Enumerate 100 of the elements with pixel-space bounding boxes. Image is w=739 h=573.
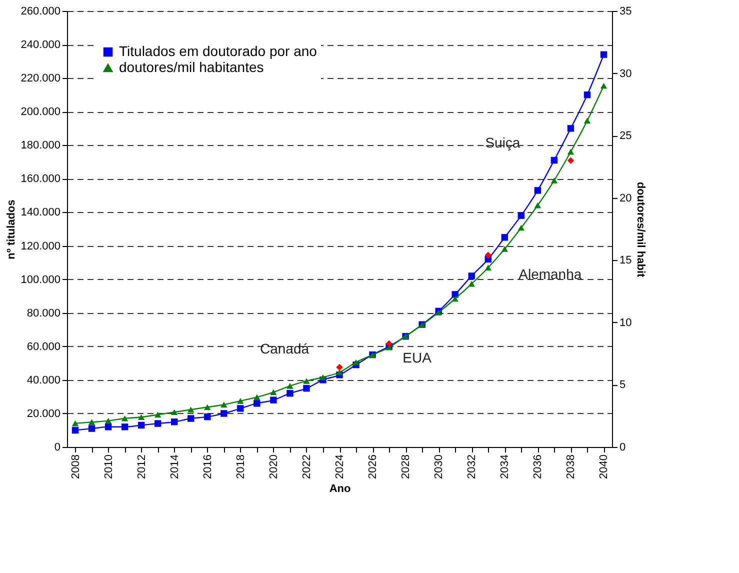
legend-label: Titulados em doutorado por ano xyxy=(119,43,318,59)
point xyxy=(550,178,558,184)
x-tick-label: 2026 xyxy=(367,454,380,479)
point xyxy=(121,424,128,430)
x-tick-label: 2014 xyxy=(168,454,181,479)
point xyxy=(88,419,96,425)
y-tick-label: 220.000 xyxy=(20,72,60,85)
annotation: EUA xyxy=(402,350,432,366)
x-tick-label: 2016 xyxy=(202,454,214,479)
x-tick-label: 2032 xyxy=(466,454,478,479)
point xyxy=(320,374,326,380)
y-tick-label: 260.000 xyxy=(20,6,60,18)
point xyxy=(534,202,542,208)
x-tick-label: 2030 xyxy=(433,454,446,479)
x-axis-title: Ano xyxy=(329,482,351,495)
point xyxy=(468,272,475,280)
point xyxy=(237,405,244,412)
point xyxy=(484,252,492,259)
point xyxy=(286,383,294,389)
x-tick-label: 2028 xyxy=(400,454,412,479)
y-tick-label: 140.000 xyxy=(20,206,60,219)
point xyxy=(501,234,508,241)
y-tick-label: 20.000 xyxy=(26,408,60,420)
point xyxy=(72,426,79,434)
point xyxy=(204,404,211,410)
y-tick-label: 160.000 xyxy=(20,173,60,186)
y2-tick-label: 25 xyxy=(620,130,632,142)
point xyxy=(484,264,492,271)
y-tick-label: 120.000 xyxy=(20,240,60,252)
point xyxy=(254,394,260,400)
point xyxy=(138,422,145,429)
y2-tick-label: 15 xyxy=(620,254,632,267)
point xyxy=(352,359,360,366)
point xyxy=(237,398,244,404)
point xyxy=(518,224,525,231)
y-tick-label: 40.000 xyxy=(26,374,60,386)
y2-tick-label: 30 xyxy=(620,68,632,80)
x-tick-label: 2040 xyxy=(598,454,610,479)
point xyxy=(220,402,228,408)
x-tick-label: 2024 xyxy=(334,454,346,479)
point xyxy=(72,420,79,426)
y2-tick-label: 5 xyxy=(620,379,626,392)
y-tick-label: 0 xyxy=(54,442,60,454)
point xyxy=(584,91,591,98)
y-tick-label: 60.000 xyxy=(26,340,60,353)
point xyxy=(501,246,508,252)
point xyxy=(220,410,228,417)
x-tick-label: 2038 xyxy=(565,454,578,479)
point xyxy=(138,414,145,420)
legend-label: doutores/mil habitantes xyxy=(119,59,264,75)
y2-axis-title: doutores/mil habit xyxy=(634,182,647,278)
x-tick-label: 2018 xyxy=(234,454,247,479)
point xyxy=(452,296,458,302)
y2-tick-label: 10 xyxy=(620,316,632,329)
annotation: Canadá xyxy=(260,340,310,356)
point xyxy=(336,369,343,376)
y-axis-title: nº titulados xyxy=(6,200,18,260)
x-tick-label: 2008 xyxy=(70,454,82,479)
point xyxy=(567,125,574,132)
point xyxy=(154,420,162,427)
point xyxy=(121,415,128,422)
point xyxy=(584,118,591,124)
point xyxy=(188,415,194,422)
point xyxy=(270,389,277,396)
point xyxy=(204,413,211,420)
point xyxy=(254,400,260,407)
point xyxy=(600,82,608,89)
point xyxy=(270,396,277,404)
point xyxy=(386,340,392,347)
y-tick-label: 200.000 xyxy=(20,106,60,118)
x-tick-label: 2034 xyxy=(499,454,512,479)
y-tick-label: 100.000 xyxy=(20,274,60,286)
point xyxy=(104,418,112,424)
point xyxy=(567,148,574,155)
y-tick-label: 240.000 xyxy=(20,39,60,52)
point xyxy=(303,384,310,392)
point xyxy=(154,412,162,418)
point xyxy=(336,364,343,371)
x-tick-label: 2020 xyxy=(268,454,280,479)
point xyxy=(170,418,178,426)
point xyxy=(286,390,294,397)
y2-tick-label: 0 xyxy=(620,442,626,454)
point xyxy=(567,157,574,164)
y-tick-label: 80.000 xyxy=(26,307,60,320)
x-tick-label: 2036 xyxy=(532,454,544,479)
point xyxy=(303,378,310,384)
point xyxy=(188,406,194,413)
point xyxy=(170,409,178,416)
x-tick-label: 2010 xyxy=(102,454,115,479)
point xyxy=(518,212,525,219)
point xyxy=(468,280,475,287)
x-tick-label: 2022 xyxy=(300,454,313,479)
point xyxy=(88,425,96,432)
x-tick-label: 2012 xyxy=(136,454,148,479)
point xyxy=(550,156,558,164)
point xyxy=(104,424,112,430)
point xyxy=(534,187,542,194)
point xyxy=(600,51,608,58)
y2-tick-label: 20 xyxy=(620,192,632,204)
annotation: Alemanha xyxy=(518,266,582,282)
